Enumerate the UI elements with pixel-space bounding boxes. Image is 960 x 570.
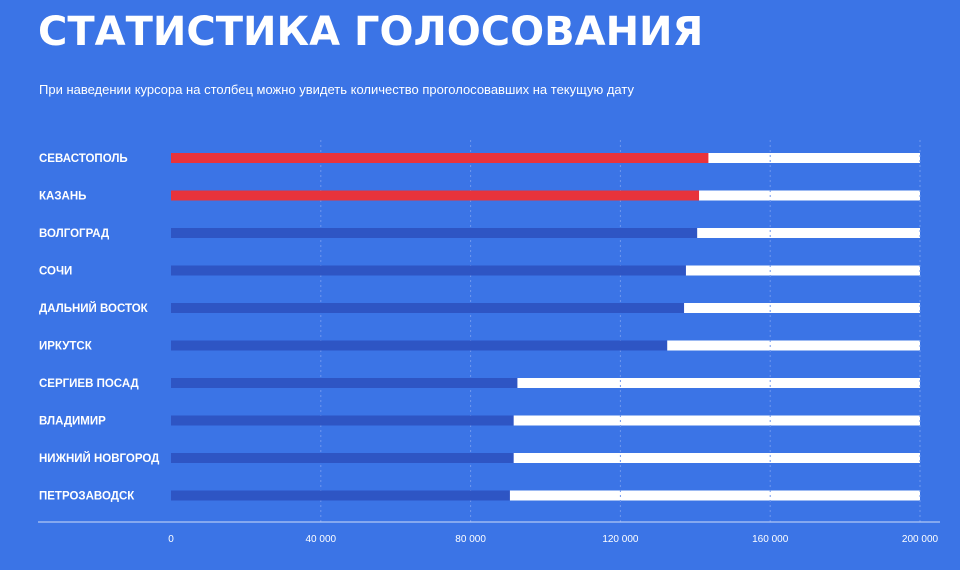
bar-remainder <box>171 490 920 501</box>
x-tick-label: 40 000 <box>306 534 337 545</box>
bar-value[interactable] <box>171 228 698 238</box>
category-label: КАЗАНЬ <box>39 191 86 203</box>
category-label: ПЕТРОЗАВОДСК <box>39 491 135 503</box>
bar-value[interactable] <box>171 415 514 426</box>
category-label: ДАЛЬНИЙ ВОСТОК <box>39 302 149 315</box>
category-label: СЕВАСТОПОЛЬ <box>39 153 128 165</box>
chart-title: СТАТИСТИКА ГОЛОСОВАНИЯ <box>38 9 704 55</box>
bar-remainder <box>171 415 920 426</box>
bar-value[interactable] <box>171 340 668 351</box>
bar-remainder <box>171 453 920 463</box>
chart-subtitle: При наведении курсора на столбец можно у… <box>39 82 634 97</box>
bar-value[interactable] <box>171 190 700 201</box>
category-label: ИРКУТСК <box>39 341 93 353</box>
x-tick-label: 160 000 <box>752 534 789 545</box>
bar-value[interactable] <box>171 265 686 276</box>
category-label: ВОЛГОГРАД <box>39 228 109 240</box>
category-label: НИЖНИЙ НОВГОРОД <box>39 452 159 465</box>
category-label: ВЛАДИМИР <box>39 416 106 428</box>
bar-value[interactable] <box>171 378 518 388</box>
category-label: СЕРГИЕВ ПОСАД <box>39 378 139 390</box>
x-tick-label: 120 000 <box>602 534 639 545</box>
category-label: СОЧИ <box>39 266 72 278</box>
bar-value[interactable] <box>171 490 510 501</box>
bar-value[interactable] <box>171 303 685 313</box>
bar-remainder <box>171 378 920 388</box>
bar-value[interactable] <box>171 153 709 163</box>
x-tick-label: 80 000 <box>455 534 486 545</box>
x-tick-label: 200 000 <box>902 534 939 545</box>
x-tick-label: 0 <box>168 534 174 545</box>
bar-value[interactable] <box>171 453 514 463</box>
